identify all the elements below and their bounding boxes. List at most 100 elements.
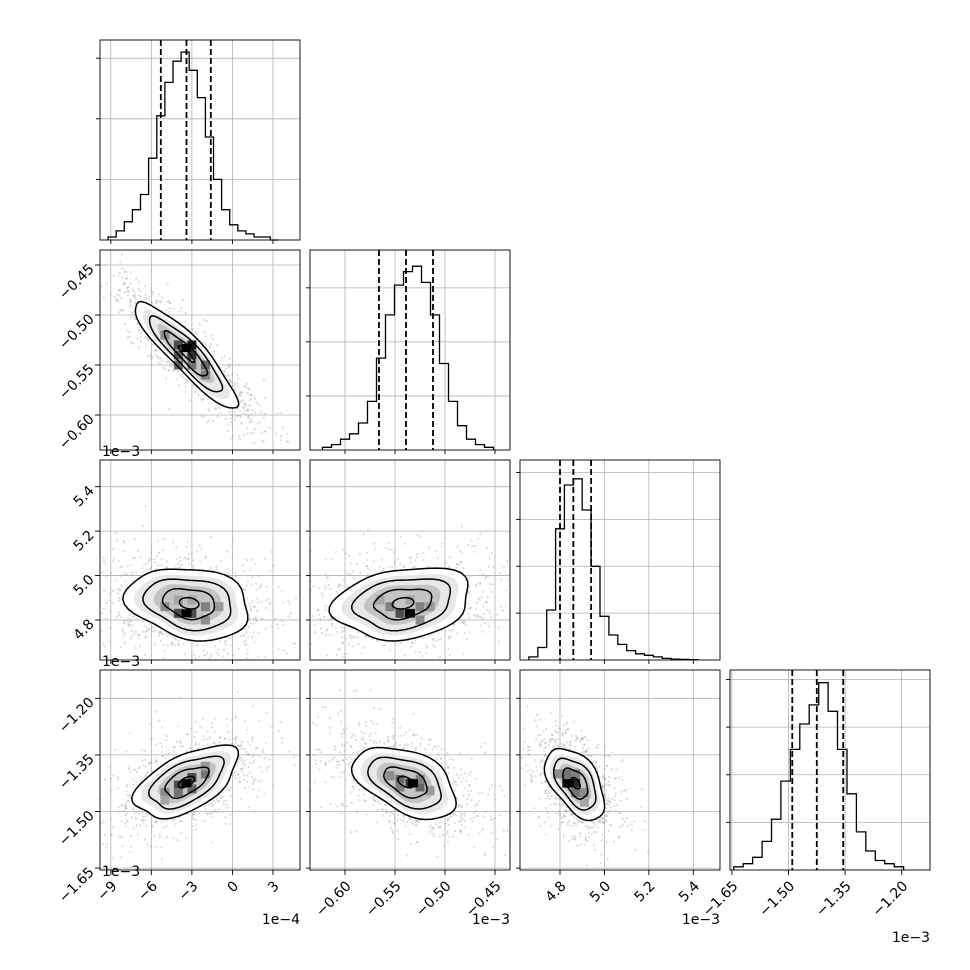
density-fill bbox=[153, 584, 222, 625]
sample-point bbox=[128, 290, 131, 293]
sample-point bbox=[491, 846, 495, 849]
sample-point bbox=[151, 355, 154, 358]
sample-point bbox=[352, 785, 355, 788]
density-cell bbox=[173, 788, 183, 798]
sample-point bbox=[178, 739, 181, 742]
sample-point bbox=[127, 286, 130, 289]
sample-point bbox=[117, 776, 120, 779]
sample-point bbox=[270, 726, 273, 729]
sample-point bbox=[490, 590, 493, 593]
sample-point bbox=[414, 748, 417, 752]
sample-point bbox=[192, 814, 195, 817]
sample-point bbox=[352, 577, 355, 580]
density-cell bbox=[200, 360, 210, 370]
sample-point bbox=[380, 558, 383, 561]
sample-point bbox=[463, 632, 467, 635]
sample-point bbox=[239, 400, 242, 403]
sample-point bbox=[591, 826, 594, 829]
sample-point bbox=[186, 380, 189, 383]
sample-point bbox=[436, 855, 439, 858]
sample-point bbox=[440, 748, 443, 751]
sample-point bbox=[209, 655, 212, 658]
sample-point bbox=[173, 638, 176, 641]
sample-point bbox=[224, 640, 227, 643]
sample-point bbox=[195, 823, 198, 826]
sample-point bbox=[146, 355, 149, 358]
sample-point bbox=[105, 575, 108, 578]
sample-point bbox=[154, 629, 157, 632]
sample-point bbox=[559, 745, 563, 749]
sample-point bbox=[243, 778, 246, 781]
sample-point bbox=[253, 641, 256, 644]
sample-point bbox=[391, 831, 395, 835]
sample-point bbox=[342, 759, 345, 763]
sample-point bbox=[144, 838, 147, 841]
sample-point bbox=[586, 739, 589, 742]
sample-point bbox=[304, 625, 306, 627]
sample-point bbox=[246, 409, 249, 413]
sample-point bbox=[647, 850, 650, 853]
sample-point bbox=[237, 761, 240, 764]
sample-point bbox=[569, 740, 572, 743]
sample-point bbox=[57, 566, 59, 568]
sample-point bbox=[428, 738, 431, 741]
sample-point bbox=[223, 737, 226, 741]
sample-point bbox=[307, 769, 309, 771]
sample-point bbox=[339, 751, 342, 754]
sample-point bbox=[356, 752, 359, 755]
sample-point bbox=[250, 622, 253, 625]
sample-point bbox=[226, 652, 229, 656]
sample-point bbox=[296, 592, 298, 594]
sample-point bbox=[369, 689, 372, 692]
sample-point bbox=[507, 578, 510, 581]
sample-point bbox=[135, 770, 138, 774]
sample-point bbox=[459, 828, 462, 832]
sample-point bbox=[386, 735, 389, 738]
sample-point bbox=[121, 267, 124, 270]
sample-point bbox=[240, 767, 243, 770]
sample-point bbox=[165, 824, 168, 828]
sample-point bbox=[148, 761, 151, 764]
sample-point bbox=[129, 300, 133, 303]
histogram-step bbox=[321, 265, 495, 450]
peak-marker bbox=[408, 779, 418, 788]
sample-point bbox=[465, 779, 468, 783]
sample-point bbox=[303, 648, 305, 650]
sample-point bbox=[335, 654, 338, 657]
sample-point bbox=[125, 807, 128, 810]
sample-point bbox=[378, 802, 381, 806]
sample-point bbox=[222, 803, 225, 806]
histogram-frame bbox=[309, 249, 511, 451]
sample-point bbox=[346, 727, 349, 730]
sample-point bbox=[227, 573, 230, 576]
sample-point bbox=[237, 414, 240, 417]
sample-point bbox=[373, 739, 376, 742]
sample-point bbox=[141, 630, 144, 633]
sample-point bbox=[351, 635, 354, 638]
sample-point bbox=[245, 780, 248, 784]
sample-point bbox=[181, 373, 184, 376]
sample-point bbox=[127, 794, 130, 797]
sample-point bbox=[258, 586, 261, 589]
sample-point bbox=[530, 541, 532, 543]
sample-point bbox=[365, 724, 368, 728]
sample-point bbox=[146, 629, 149, 633]
sample-point bbox=[227, 731, 230, 734]
sample-point bbox=[210, 653, 213, 656]
sample-point bbox=[204, 808, 207, 811]
sample-point bbox=[258, 789, 261, 792]
sample-point bbox=[345, 805, 348, 808]
sample-point bbox=[588, 827, 591, 831]
sample-point bbox=[210, 805, 214, 808]
sample-point bbox=[499, 814, 502, 817]
sample-point bbox=[396, 830, 399, 833]
sample-point bbox=[47, 581, 49, 583]
sample-point bbox=[483, 852, 486, 855]
sample-point bbox=[470, 757, 473, 761]
sample-point bbox=[143, 749, 146, 753]
sample-point bbox=[453, 821, 456, 825]
sample-point bbox=[224, 643, 227, 646]
sample-point bbox=[238, 394, 241, 397]
sample-point bbox=[122, 550, 125, 553]
sample-point bbox=[324, 604, 327, 608]
